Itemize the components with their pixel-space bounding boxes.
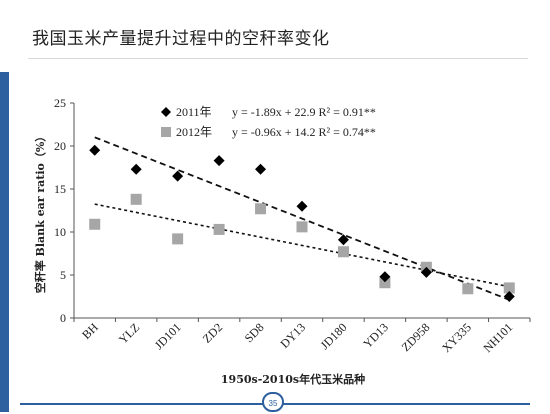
x-tick-label: JD101	[152, 320, 184, 352]
x-tick-label: DY13	[277, 320, 308, 351]
point-2011-NH101	[503, 291, 515, 302]
trend-line-2011	[94, 136, 510, 301]
x-tick-label: ZD2	[200, 320, 225, 345]
trend-line-2012	[94, 203, 510, 288]
y-tick-label: 25	[54, 96, 66, 110]
page-number-badge: 35	[262, 392, 284, 412]
header-divider	[28, 58, 528, 59]
x-tick-label: YLZ	[116, 320, 142, 346]
point-2012-SD8	[255, 203, 267, 215]
point-2012-JD180	[337, 246, 349, 258]
legend-series-name: 2011年	[176, 105, 212, 119]
point-2012-ZD2	[213, 223, 225, 235]
point-2012-DY13	[296, 221, 308, 233]
point-2011-SD8	[255, 163, 267, 175]
legend-equation: y = -1.89x + 22.9 R² = 0.91**	[232, 105, 376, 119]
x-tick-label: ZD958	[399, 320, 433, 354]
point-2011-YLZ	[130, 163, 142, 175]
x-tick-label: NH101	[481, 320, 516, 355]
left-accent-bar	[0, 72, 9, 412]
point-2012-JD101	[172, 233, 184, 245]
y-tick-label: 15	[54, 182, 66, 196]
slide-title: 我国玉米产量提升过程中的空秆率变化	[32, 29, 330, 49]
y-axis-title: 空秆率 Blank ear ratio（%）	[33, 131, 47, 294]
x-tick-label: JD180	[318, 320, 350, 352]
x-tick-label: BH	[79, 320, 101, 342]
legend-marker-2012	[161, 127, 171, 137]
point-2012-NH101	[503, 282, 515, 294]
point-2012-YD13	[379, 277, 391, 289]
point-2011-JD101	[172, 170, 184, 182]
legend-marker-2011	[161, 107, 171, 117]
point-2011-ZD2	[213, 155, 225, 167]
x-tick-label: XY335	[439, 320, 474, 355]
point-2011-DY13	[296, 200, 308, 212]
point-2011-JD180	[337, 234, 349, 246]
point-2011-BH	[89, 144, 101, 156]
x-axis-title: 1950s-2010s年代玉米品种	[221, 372, 365, 386]
x-tick-label: YD13	[360, 320, 391, 351]
legend-equation: y = -0.96x + 14.2 R² = 0.74**	[232, 125, 376, 139]
y-tick-label: 5	[60, 268, 66, 282]
point-2012-YLZ	[130, 193, 142, 205]
point-2012-BH	[89, 218, 101, 230]
point-2011-ZD958	[420, 266, 432, 278]
point-2011-YD13	[379, 271, 391, 283]
y-tick-label: 0	[60, 311, 66, 325]
y-tick-label: 20	[54, 139, 66, 153]
x-tick-label: SD8	[242, 320, 267, 345]
point-2012-XY335	[462, 283, 474, 295]
y-tick-label: 10	[54, 225, 66, 239]
legend-series-name: 2012年	[176, 125, 212, 139]
